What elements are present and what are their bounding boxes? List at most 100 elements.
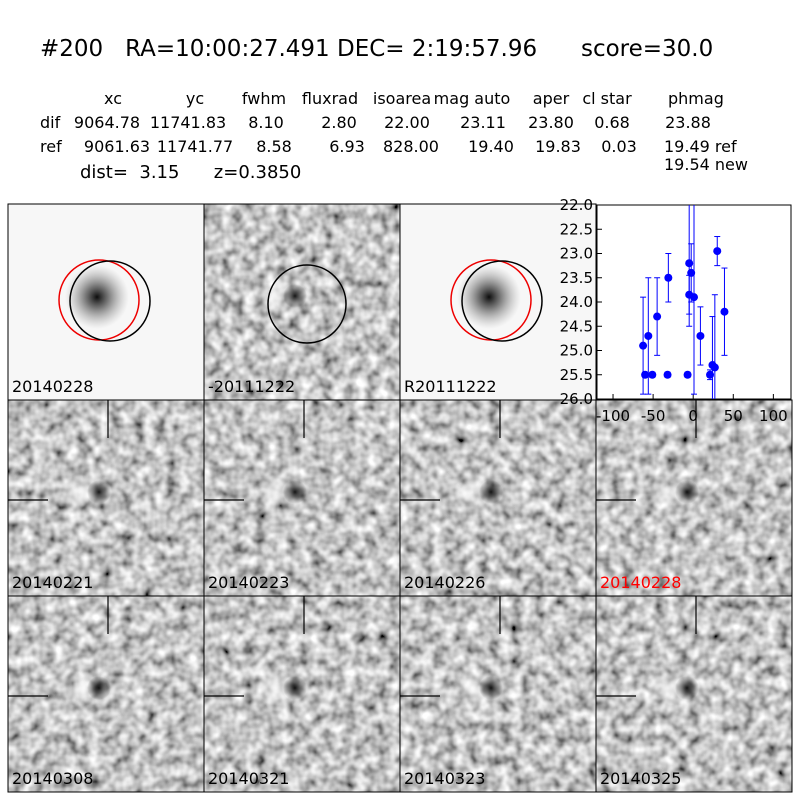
y-tick-label: 22.0 — [560, 196, 593, 214]
dif-circle — [267, 264, 347, 344]
residual-dark — [675, 676, 699, 700]
stamp-label: 20140325 — [600, 769, 681, 788]
column-header: isoarea — [373, 89, 431, 108]
y-tick-label: 23.0 — [560, 245, 593, 263]
stamp: 20140325 — [595, 595, 793, 793]
x-tick-label: 50 — [724, 407, 743, 425]
table-cell: 2.80 — [321, 113, 357, 132]
residual-light — [454, 474, 490, 510]
stamp: 20140228 — [7, 203, 205, 401]
stamp-label: 20140221 — [12, 573, 93, 592]
point — [641, 370, 650, 379]
new-mag: 19.54 new — [664, 155, 748, 174]
point — [663, 370, 672, 379]
residual-dark — [87, 676, 111, 700]
point — [690, 293, 698, 302]
stamp-label: 20140226 — [404, 573, 485, 592]
table-cell: 23.80 — [528, 113, 574, 132]
table-cell: 6.93 — [329, 137, 365, 156]
stamp-label: 20140323 — [404, 769, 485, 788]
table-cell: 0.68 — [594, 113, 630, 132]
x-tick-label: -100 — [596, 407, 630, 425]
y-tick-label: 23.5 — [560, 269, 593, 287]
residual-light — [650, 670, 686, 706]
residual-light — [258, 670, 294, 706]
stamp: 20140223 — [203, 399, 401, 597]
residual-light — [62, 474, 98, 510]
dif-circle — [461, 260, 543, 342]
y-tick-label: 25.5 — [560, 366, 593, 384]
stamp: 20140321 — [203, 595, 401, 793]
y-tick-label: 24.0 — [560, 293, 593, 311]
point — [653, 312, 662, 321]
residual-dark — [479, 676, 503, 700]
residual-light — [454, 670, 490, 706]
residual-dark — [87, 480, 111, 504]
table-cell: 828.00 — [383, 137, 439, 156]
point — [639, 341, 648, 350]
point — [713, 247, 722, 256]
source — [457, 265, 521, 329]
source — [65, 265, 129, 329]
point — [683, 370, 692, 379]
x-tick-label: 0 — [688, 407, 698, 425]
column-header: fwhm — [242, 89, 286, 108]
column-header: xc — [104, 89, 122, 108]
stamp-frame — [595, 595, 793, 793]
residual-dark — [675, 480, 699, 504]
residual-dark — [283, 480, 307, 504]
residual-dark — [283, 676, 307, 700]
residual-dark — [479, 480, 503, 504]
stamp-label: 20140228 — [12, 377, 93, 396]
point — [644, 331, 653, 340]
y-tick-label: 24.5 — [560, 317, 593, 335]
table-cell: 23.11 — [460, 113, 506, 132]
x-tick-label: -50 — [641, 407, 666, 425]
point — [720, 307, 729, 316]
point — [664, 273, 673, 282]
residual-light — [258, 474, 294, 510]
residual-light — [258, 278, 294, 314]
stamp-label: 20140223 — [208, 573, 289, 592]
y-tick-label: 25.0 — [560, 342, 593, 360]
table-cell: 0.03 — [601, 137, 637, 156]
point — [710, 363, 719, 372]
stamp: 20140308 — [7, 595, 205, 793]
stamp: -20111222 — [203, 203, 401, 401]
y-tick-label: 26.0 — [560, 390, 593, 408]
table-cell: 11741.77 — [157, 137, 233, 156]
column-header: fluxrad — [302, 89, 358, 108]
residual-dark — [283, 284, 307, 308]
stamp-label: -20111222 — [208, 377, 295, 396]
stamp-label: R20111222 — [404, 377, 497, 396]
table-cell: 11741.83 — [150, 113, 226, 132]
stamp: R20111222 — [399, 203, 597, 401]
stamp-label: 20140321 — [208, 769, 289, 788]
stamp: 20140221 — [7, 399, 205, 597]
table-cell: 8.58 — [256, 137, 292, 156]
stamp: 20140228 — [595, 399, 793, 597]
x-tick-label: 100 — [759, 407, 788, 425]
column-header: yc — [186, 89, 204, 108]
column-header: aper — [533, 89, 570, 108]
table-cell: 9061.63 — [84, 137, 150, 156]
dist: dist= 3.15 z=0.3850 — [80, 162, 301, 183]
stamp: 20140323 — [399, 595, 597, 793]
stamp-label: 20140228 — [600, 573, 681, 592]
table-cell: 22.00 — [384, 113, 430, 132]
table-cell: 9064.78 — [74, 113, 140, 132]
column-header: phmag — [668, 89, 724, 108]
column-header: cl star — [582, 89, 632, 108]
table-cell: 23.88 — [665, 113, 711, 132]
table-cell: 19.40 — [468, 137, 514, 156]
residual-light — [62, 670, 98, 706]
series — [639, 205, 729, 399]
row-label: ref — [40, 137, 62, 156]
point — [648, 370, 657, 379]
dif-circle — [69, 260, 151, 342]
y-tick-label: 22.5 — [560, 220, 593, 238]
point — [685, 259, 694, 268]
row-label: dif — [40, 113, 61, 132]
stamp-label: 20140308 — [12, 769, 93, 788]
